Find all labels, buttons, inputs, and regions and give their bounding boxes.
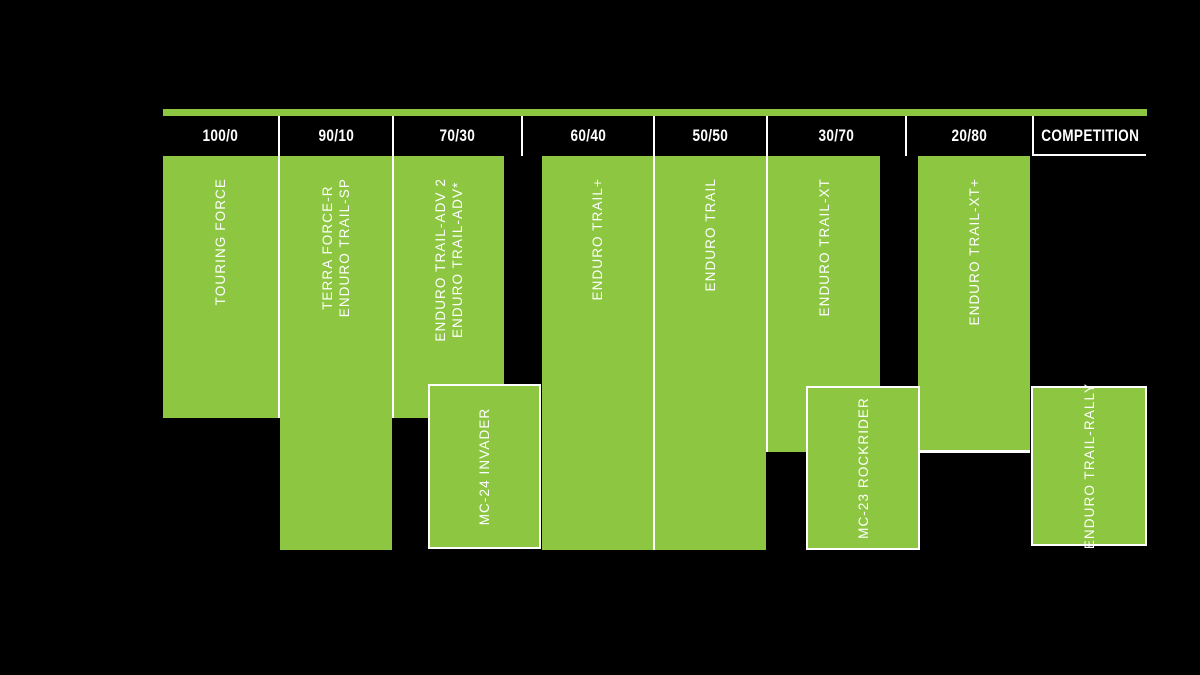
box-label: MC-23 ROCKRIDER	[855, 397, 871, 539]
column-header-label: 20/80	[951, 126, 988, 145]
bar-label: TOURING FORCE	[213, 178, 228, 306]
column-header-label: 100/0	[202, 126, 239, 145]
column-header-label: COMPETITION	[1041, 126, 1139, 145]
bar-divider	[653, 156, 655, 550]
bar-enduro-trail-xt-plus: ENDURO TRAIL-XT+	[918, 156, 1030, 453]
column-header-label: 70/30	[439, 126, 476, 145]
bar-enduro-trail-plus: ENDURO TRAIL+	[542, 156, 653, 550]
column-header-20-80: 20/80	[905, 116, 1032, 156]
column-header-label: 50/50	[692, 126, 729, 145]
column-header-70-30: 70/30	[392, 116, 521, 156]
bar-label: ENDURO TRAIL-ADV 2	[433, 178, 448, 342]
box-mc24-invader: MC-24 INVADER	[428, 384, 541, 549]
bar-touring-force: TOURING FORCE	[163, 156, 278, 418]
bar-divider	[766, 156, 768, 452]
bar-enduro-trail-adv: ENDURO TRAIL-ADV 2 ENDURO TRAIL-ADV*	[394, 156, 504, 418]
column-header-90-10: 90/10	[278, 116, 392, 156]
bar-enduro-trail: ENDURO TRAIL	[655, 156, 766, 550]
bar-terra-force-r-enduro-trail-sp: TERRA FORCE-R ENDURO TRAIL-SP	[280, 156, 392, 550]
bar-label: TERRA FORCE-R	[320, 185, 335, 310]
bar-label: ENDURO TRAIL-XT+	[966, 178, 982, 326]
bar-divider	[278, 156, 280, 418]
bar-label: ENDURO TRAIL-ADV*	[450, 181, 465, 339]
bar-label: ENDURO TRAIL	[703, 178, 718, 292]
header-accent-rule	[163, 109, 1147, 116]
bar-divider	[392, 156, 394, 418]
box-mc23-rockrider: MC-23 ROCKRIDER	[806, 386, 920, 550]
column-header-60-40: 60/40	[521, 116, 653, 156]
bar-label: ENDURO TRAIL-SP	[337, 178, 352, 318]
column-header-label: 90/10	[318, 126, 354, 145]
competition-baseline	[1032, 154, 1146, 156]
column-header-label: 30/70	[818, 126, 855, 145]
box-label: ENDURO TRAIL-RALLY	[1081, 382, 1097, 550]
bar-label: ENDURO TRAIL-XT	[816, 178, 832, 317]
box-enduro-trail-rally: ENDURO TRAIL-RALLY	[1031, 382, 1147, 550]
column-header-50-50: 50/50	[653, 116, 766, 156]
column-header-100-0: 100/0	[163, 116, 278, 156]
column-header-competition: COMPETITION	[1032, 116, 1146, 156]
column-header-label: 60/40	[570, 126, 606, 145]
box-label: MC-24 INVADER	[477, 407, 492, 526]
column-header-30-70: 30/70	[766, 116, 905, 156]
bar-label: ENDURO TRAIL+	[590, 178, 605, 301]
